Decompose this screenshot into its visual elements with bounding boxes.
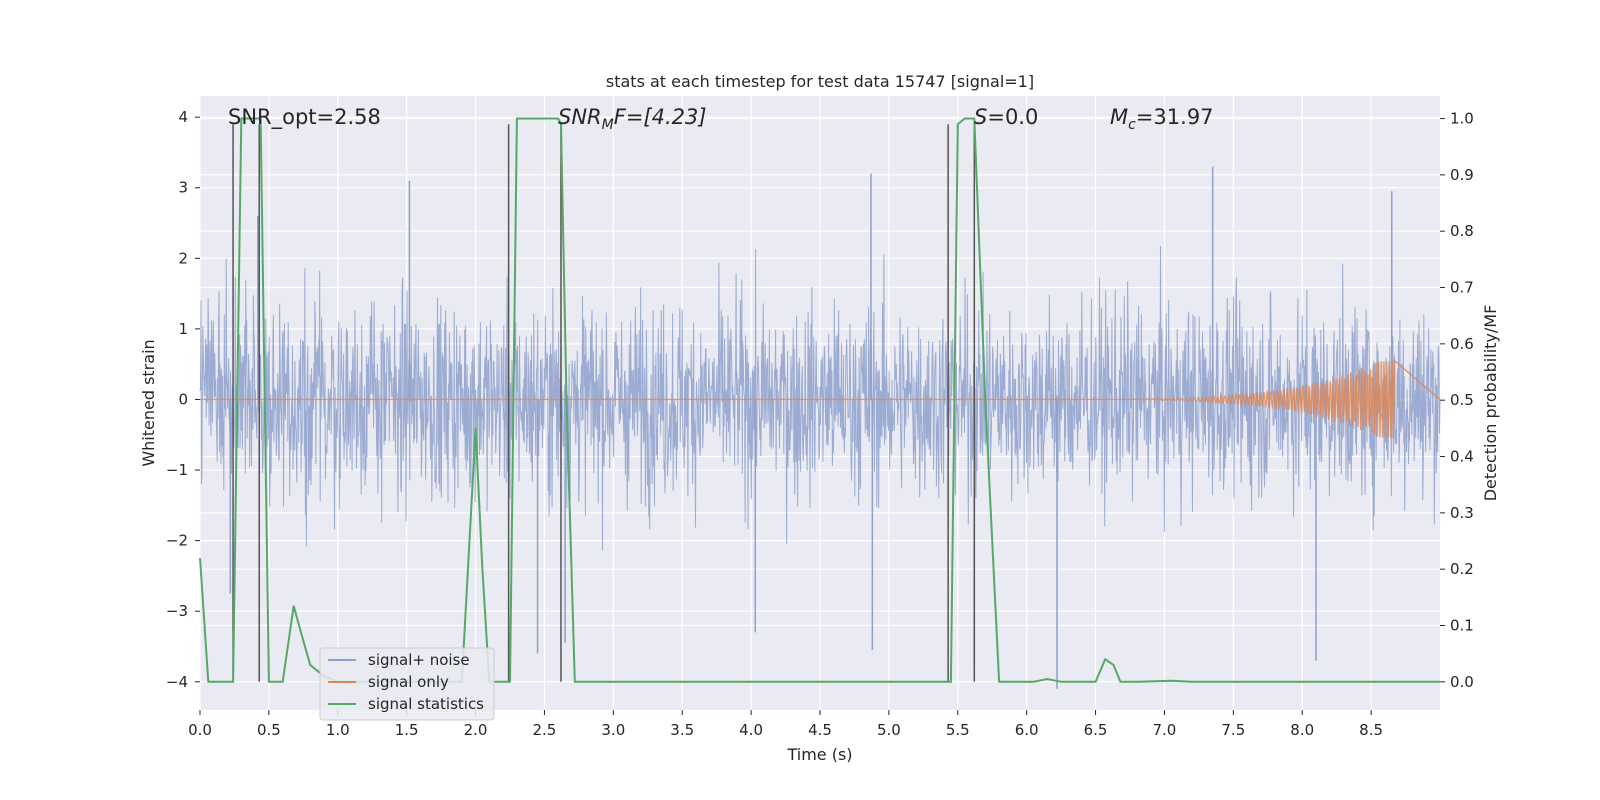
annotation-s-value: =0.0 xyxy=(987,105,1038,129)
signal-statistics-line xyxy=(199,117,1440,683)
x-tick-label: 4.5 xyxy=(808,721,832,739)
legend-frame xyxy=(319,647,495,721)
detection-markers xyxy=(232,124,976,682)
annotation-snr-mf-symbol: SNR xyxy=(558,105,602,129)
x-tick-label: 8.5 xyxy=(1359,721,1383,739)
series-signal-only xyxy=(200,359,1441,439)
annotation-mc-value: =31.97 xyxy=(1136,105,1214,129)
y2-tick-label: 0.6 xyxy=(1450,335,1474,353)
x-tick-label: 4.0 xyxy=(739,721,763,739)
x-tick-label: 8.0 xyxy=(1290,721,1314,739)
x-axis-label: Time (s) xyxy=(786,745,852,764)
y-tick-label: 2 xyxy=(178,249,188,267)
x-tick-label: 5.5 xyxy=(946,721,970,739)
x-tick-label: 6.5 xyxy=(1084,721,1108,739)
x-tick-label: 7.0 xyxy=(1153,721,1177,739)
y2-tick-label: 0.0 xyxy=(1450,673,1474,691)
y2-tick-label: 0.7 xyxy=(1450,279,1474,297)
x-axis-ticks: 0.0 0.5 1.0 1.5 2.0 2.5 3.0 3.5 4.0 4.5 5.0 5.5 6.0 6… xyxy=(188,710,1383,739)
annotation-snr-mf: SNRMF=[4.23] xyxy=(558,105,707,133)
y2-tick-label: 0.4 xyxy=(1450,448,1474,466)
y-tick-label: 3 xyxy=(178,179,188,197)
annotation-mc-subscript: c xyxy=(1128,117,1136,133)
series-signal-statistics xyxy=(199,117,1440,683)
y2-tick-label: 0.1 xyxy=(1450,617,1474,635)
x-tick-label: 6.0 xyxy=(1015,721,1039,739)
y2-tick-label: 0.3 xyxy=(1450,504,1474,522)
x-tick-label: 3.5 xyxy=(670,721,694,739)
annotation-mc-symbol: M xyxy=(1110,105,1128,129)
y-tick-label: −3 xyxy=(166,602,188,620)
legend-label-signal-statistics: signal statistics xyxy=(368,695,484,713)
y-tick-label: −2 xyxy=(166,532,188,550)
y2-axis-label: Detection probability/MF xyxy=(1481,305,1500,502)
y2-tick-label: 1.0 xyxy=(1450,110,1474,128)
x-tick-label: 0.0 xyxy=(188,721,212,739)
x-tick-label: 1.0 xyxy=(326,721,350,739)
x-tick-label: 3.0 xyxy=(601,721,625,739)
y2-axis-ticks: 1.0 0.9 0.8 0.7 0.6 0.5 0.4 0.3 0.2 0.1 0.0 xyxy=(1440,110,1474,691)
annotation-mc: Mc=31.97 xyxy=(1110,105,1214,133)
legend-label-signal-only: signal only xyxy=(368,673,449,691)
x-tick-label: 2.0 xyxy=(464,721,488,739)
y-tick-label: −1 xyxy=(166,461,188,479)
y2-tick-label: 0.5 xyxy=(1450,391,1474,409)
y-tick-label: 1 xyxy=(178,320,188,338)
annotation-s-symbol: S xyxy=(974,105,987,129)
y-axis-ticks: 4 3 2 1 0 −1 −2 −3 −4 xyxy=(166,108,200,691)
y-tick-label: −4 xyxy=(166,673,188,691)
noise-trace xyxy=(199,245,1441,551)
y2-tick-label: 0.8 xyxy=(1450,222,1474,240)
x-tick-label: 2.5 xyxy=(533,721,557,739)
x-tick-label: 1.5 xyxy=(395,721,419,739)
x-tick-label: 7.5 xyxy=(1221,721,1245,739)
annotation-s: S=0.0 xyxy=(974,105,1038,129)
annotation-snr-mf-subscript: M xyxy=(602,117,614,133)
series-signal-noise xyxy=(199,166,1441,689)
annotation-snr-mf-value: F=[4.23] xyxy=(614,105,707,129)
legend: signal+ noise signal only signal statist… xyxy=(319,647,495,721)
x-tick-label: 0.5 xyxy=(257,721,281,739)
legend-label-signal-noise: signal+ noise xyxy=(368,651,470,669)
y-tick-label: 4 xyxy=(178,108,188,126)
signal-chirp-trace xyxy=(200,359,1441,439)
y2-tick-label: 0.9 xyxy=(1450,166,1474,184)
y-tick-label: 0 xyxy=(178,390,188,408)
y2-tick-label: 0.2 xyxy=(1450,560,1474,578)
annotation-snr-opt: SNR_opt=2.58 xyxy=(228,105,381,130)
x-tick-label: 5.0 xyxy=(877,721,901,739)
y-axis-label: Whitened strain xyxy=(139,339,158,466)
chart-title: stats at each timestep for test data 157… xyxy=(606,72,1034,91)
